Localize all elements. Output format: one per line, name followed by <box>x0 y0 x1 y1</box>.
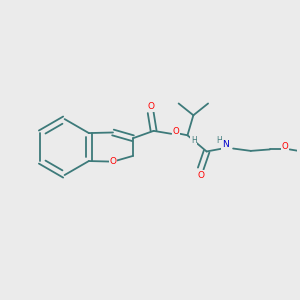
Text: O: O <box>147 102 154 111</box>
Text: O: O <box>110 157 116 166</box>
Text: H: H <box>191 136 197 145</box>
Text: O: O <box>197 170 204 179</box>
Text: O: O <box>281 142 288 151</box>
Text: H: H <box>216 136 222 145</box>
Text: N: N <box>222 140 229 149</box>
Text: O: O <box>173 127 180 136</box>
